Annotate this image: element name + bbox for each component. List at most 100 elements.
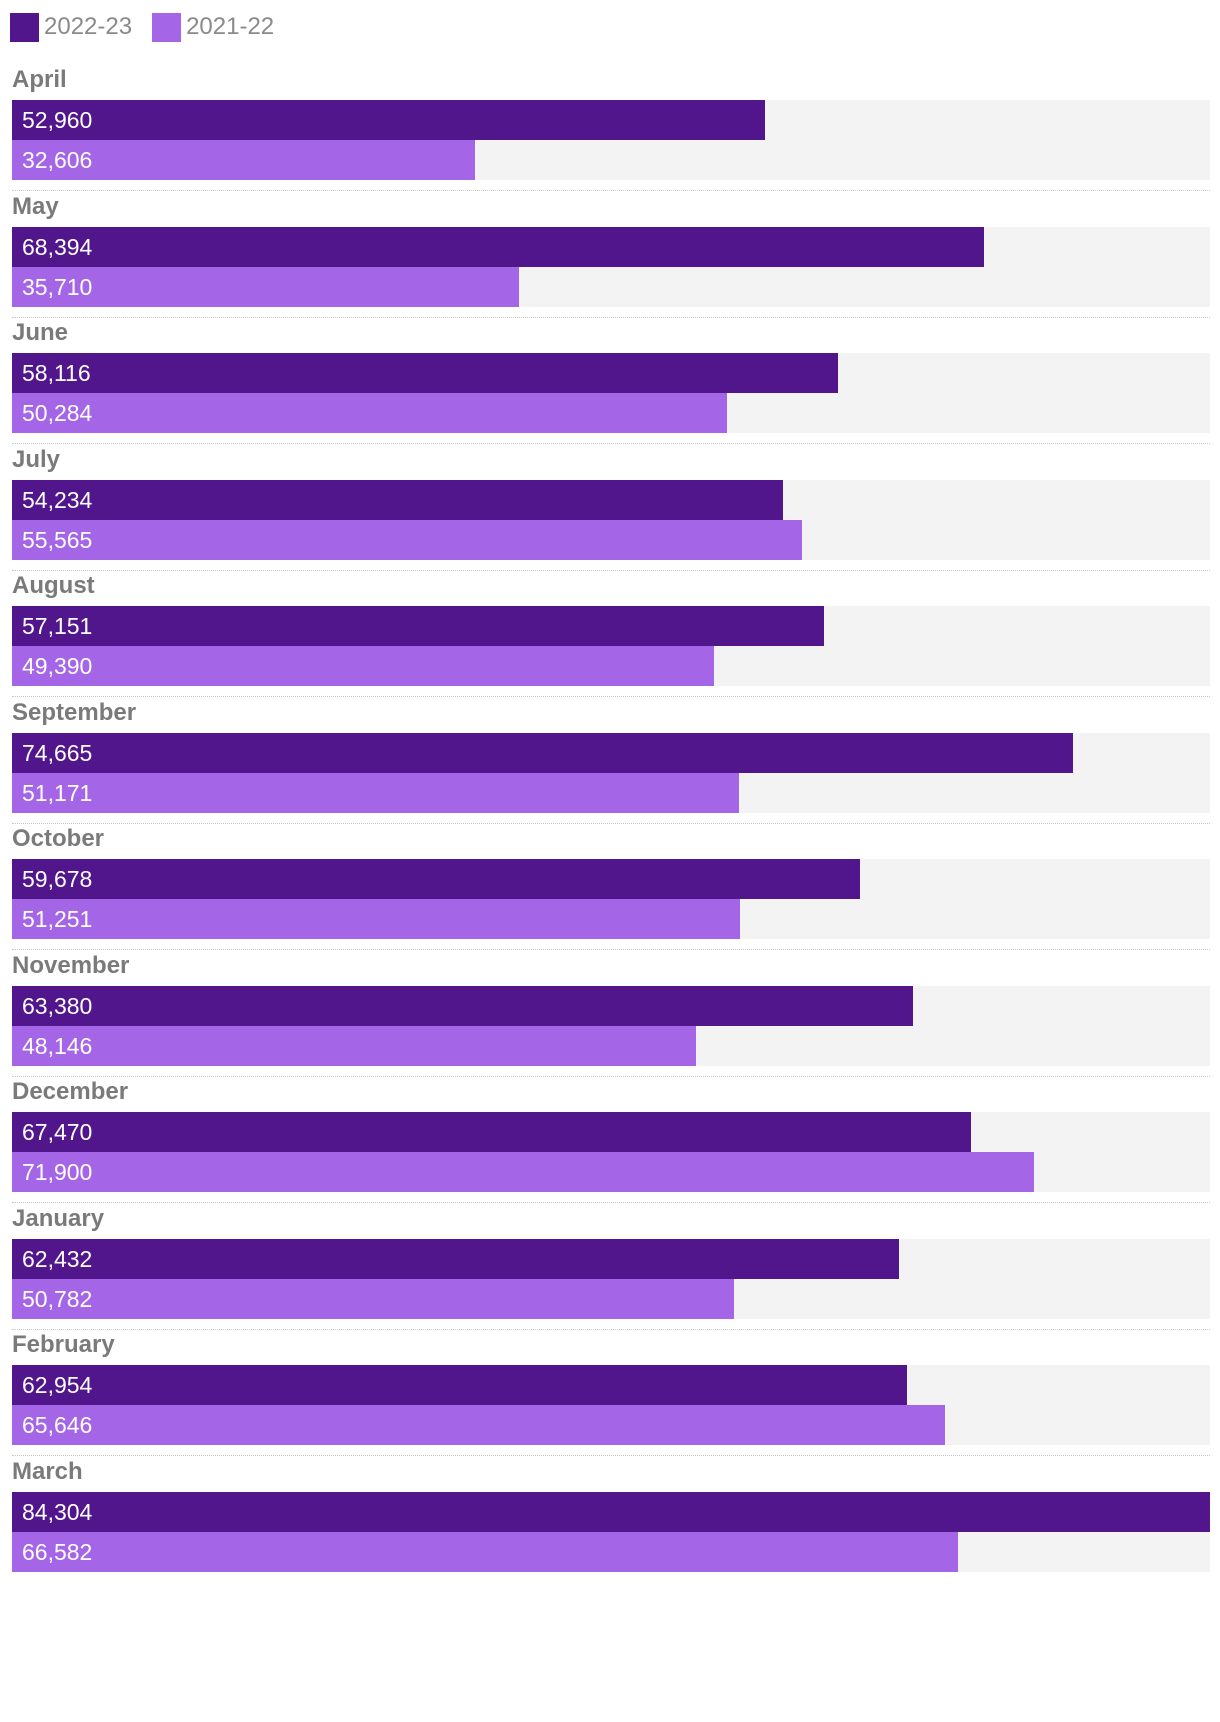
bar-value-label: 66,582	[22, 1538, 93, 1565]
bar-2022-23: 58,116	[12, 353, 838, 393]
bar-2021-22: 51,251	[12, 899, 741, 939]
bar-2022-23: 68,394	[12, 226, 984, 267]
bar-2022-23: 74,665	[12, 732, 1074, 773]
bar-2022-23: 62,432	[12, 1238, 900, 1279]
bar-value-label: 48,146	[22, 1032, 93, 1059]
bar-track: 68,394 35,710	[12, 226, 1210, 307]
month-row: February 62,954 65,646	[12, 1329, 1210, 1467]
category-label: August	[12, 572, 95, 599]
bar-value-label: 62,432	[22, 1245, 93, 1272]
month-row: April 52,960 32,606	[12, 64, 1210, 202]
bar-2021-22: 66,582	[12, 1531, 959, 1572]
bar-2022-23: 84,304	[12, 1491, 1210, 1532]
category-label: February	[12, 1331, 115, 1358]
bar-track: 67,470 71,900	[12, 1112, 1210, 1192]
bar-2021-22: 50,782	[12, 1278, 734, 1319]
row-divider	[12, 1202, 1210, 1203]
bar-2021-22: 49,390	[12, 646, 714, 686]
row-divider	[12, 822, 1210, 824]
bar-2021-22: 50,284	[12, 393, 727, 433]
bar-track: 62,954 65,646	[12, 1365, 1210, 1445]
bar-track: 52,960 32,606	[12, 100, 1210, 180]
legend-item-series-b: 2021-22	[152, 12, 275, 42]
bar-track: 74,665 51,171	[12, 732, 1210, 813]
row-divider	[12, 1455, 1210, 1456]
bar-value-label: 50,782	[22, 1285, 93, 1312]
category-label: December	[12, 1078, 129, 1105]
bar-value-label: 57,151	[22, 613, 93, 639]
row-divider	[12, 569, 1210, 571]
category-label: June	[12, 319, 69, 346]
legend-item-series-a: 2022-23	[10, 12, 133, 42]
bar-track: 63,380 48,146	[12, 985, 1210, 1066]
row-divider	[12, 316, 1210, 318]
month-row: June 58,116 50,284	[12, 317, 1210, 455]
bar-value-label: 65,646	[22, 1412, 93, 1438]
bar-2022-23: 59,678	[12, 859, 861, 899]
bar-2021-22: 65,646	[12, 1405, 945, 1445]
month-row: March 84,304 66,582	[12, 1456, 1210, 1594]
bar-track: 54,234 55,565	[12, 479, 1210, 560]
row-divider	[12, 1075, 1210, 1077]
month-row: November 63,380 48,146	[12, 950, 1210, 1088]
bar-track: 57,151 49,390	[12, 606, 1210, 686]
row-divider	[12, 190, 1210, 191]
bar-value-label: 68,394	[22, 233, 93, 260]
bar-2022-23: 62,954	[12, 1365, 907, 1405]
legend-swatch-series-a	[10, 12, 39, 42]
bar-2022-23: 67,470	[12, 1112, 971, 1152]
category-label: May	[12, 192, 59, 220]
month-row: May 68,394 35,710	[12, 191, 1210, 329]
bar-value-label: 62,954	[22, 1372, 93, 1398]
category-label: October	[12, 825, 105, 852]
legend-swatch-series-b	[152, 12, 182, 42]
category-label: July	[12, 445, 61, 473]
category-label: April	[12, 66, 67, 93]
bar-2022-23: 54,234	[12, 479, 783, 520]
bar-value-label: 49,390	[22, 653, 93, 679]
bar-value-label: 50,284	[22, 400, 93, 426]
month-row: July 54,234 55,565	[12, 444, 1210, 582]
bar-2021-22: 48,146	[12, 1025, 697, 1066]
bar-2021-22: 51,171	[12, 772, 740, 813]
bar-value-label: 71,900	[22, 1159, 93, 1185]
bar-2021-22: 71,900	[12, 1152, 1034, 1192]
bar-value-label: 54,234	[22, 486, 93, 513]
row-divider	[12, 949, 1210, 950]
bar-2021-22: 55,565	[12, 519, 802, 560]
bar-value-label: 51,251	[22, 906, 93, 932]
bar-value-label: 52,960	[22, 107, 93, 133]
bar-value-label: 67,470	[22, 1119, 93, 1145]
month-row: December 67,470 71,900	[12, 1076, 1210, 1214]
bar-2021-22: 35,710	[12, 266, 520, 307]
row-divider	[12, 696, 1210, 697]
bar-2022-23: 52,960	[12, 100, 765, 140]
bar-value-label: 32,606	[22, 147, 93, 173]
bar-track: 59,678 51,251	[12, 859, 1210, 939]
bar-2022-23: 63,380	[12, 985, 913, 1026]
bar-2022-23: 57,151	[12, 606, 825, 646]
legend-label-series-a: 2022-23	[44, 13, 133, 40]
bar-value-label: 74,665	[22, 739, 93, 766]
category-label: January	[12, 1204, 105, 1232]
chart-legend: 2022-23 2021-22	[10, 12, 294, 42]
month-row: August 57,151 49,390	[12, 570, 1210, 708]
legend-label-series-b: 2021-22	[186, 13, 275, 40]
row-divider	[12, 1328, 1210, 1330]
bar-track: 84,304 66,582	[12, 1491, 1210, 1572]
bar-value-label: 59,678	[22, 866, 93, 892]
row-divider	[12, 443, 1210, 444]
month-row: October 59,678 51,251	[12, 823, 1210, 961]
month-row: September 74,665 51,171	[12, 697, 1210, 835]
category-label: March	[12, 1457, 83, 1485]
bar-value-label: 58,116	[22, 360, 91, 386]
bar-track: 58,116 50,284	[12, 353, 1210, 433]
bar-value-label: 51,171	[22, 779, 93, 806]
bar-track: 62,432 50,782	[12, 1238, 1210, 1319]
bar-value-label: 35,710	[22, 273, 93, 300]
month-row: January 62,432 50,782	[12, 1203, 1210, 1341]
bar-value-label: 84,304	[22, 1498, 93, 1525]
bar-value-label: 63,380	[22, 992, 93, 1019]
bar-2021-22: 32,606	[12, 140, 476, 180]
